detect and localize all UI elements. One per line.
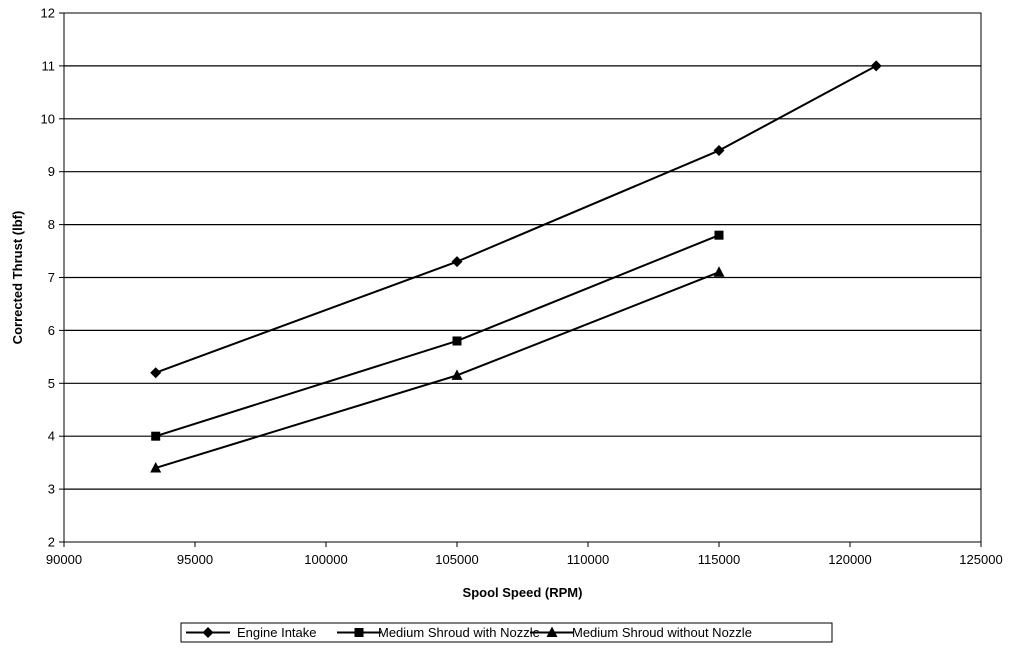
data-point-diamond xyxy=(451,256,463,268)
legend-label: Medium Shroud without Nozzle xyxy=(572,625,752,640)
x-tick-label: 125000 xyxy=(959,552,1002,567)
y-tick-label: 5 xyxy=(48,376,55,391)
ticks-layer: 2 3 4 5 6 7 8 9 10 11 12 90000 95000 100000 105000 1100… xyxy=(41,6,1003,568)
grid-layer xyxy=(64,65,981,490)
y-tick-label: 4 xyxy=(48,429,55,444)
legend-marker-square xyxy=(354,628,364,637)
x-tick-label: 100000 xyxy=(304,552,347,567)
legend-label: Medium Shroud with Nozzle xyxy=(378,625,540,640)
y-tick-label: 6 xyxy=(48,323,55,338)
series-line-3 xyxy=(155,271,720,469)
series-1 xyxy=(150,60,882,379)
legend-marker-triangle xyxy=(546,626,558,637)
series-2 xyxy=(151,230,724,441)
legend: Engine Intake Medium Shroud with Nozzle Me… xyxy=(180,622,833,643)
series-layer xyxy=(150,60,882,473)
y-axis-title: Corrected Thrust (lbf) xyxy=(10,211,25,345)
series-line-1 xyxy=(155,65,877,374)
data-point-triangle xyxy=(713,266,725,277)
y-tick-label: 9 xyxy=(48,164,55,179)
x-tick-label: 115000 xyxy=(698,552,740,567)
legend-box xyxy=(180,622,833,643)
y-tick-label: 10 xyxy=(41,111,55,126)
x-tick-label: 105000 xyxy=(435,552,478,567)
x-tick-label: 110000 xyxy=(567,552,609,567)
x-tick-label: 95000 xyxy=(177,552,213,567)
x-tick-label: 120000 xyxy=(828,552,871,567)
data-point-square xyxy=(452,336,462,346)
series-line-2 xyxy=(155,234,720,438)
data-point-diamond xyxy=(870,60,882,72)
data-point-diamond xyxy=(150,367,162,379)
data-point-square xyxy=(714,230,724,240)
y-tick-label: 12 xyxy=(41,6,55,21)
legend-marker-diamond xyxy=(202,627,214,638)
y-tick-label: 8 xyxy=(48,217,55,232)
data-point-diamond xyxy=(713,145,725,157)
data-point-triangle xyxy=(150,461,162,473)
y-tick-label: 7 xyxy=(48,270,55,285)
y-tick-label: 3 xyxy=(48,482,55,497)
legend-item: Medium Shroud without Nozzle xyxy=(530,625,752,640)
legend-item: Engine Intake xyxy=(186,625,317,640)
y-tick-label: 11 xyxy=(42,58,56,73)
x-axis-title: Spool Speed (RPM) xyxy=(463,585,583,600)
legend-label: Engine Intake xyxy=(237,625,317,640)
data-point-square xyxy=(151,431,161,441)
series-3 xyxy=(150,266,725,473)
x-tick-label: 90000 xyxy=(46,552,82,567)
y-tick-label: 2 xyxy=(48,535,55,550)
data-point-triangle xyxy=(451,369,463,380)
legend-item: Medium Shroud with Nozzle xyxy=(337,625,540,640)
